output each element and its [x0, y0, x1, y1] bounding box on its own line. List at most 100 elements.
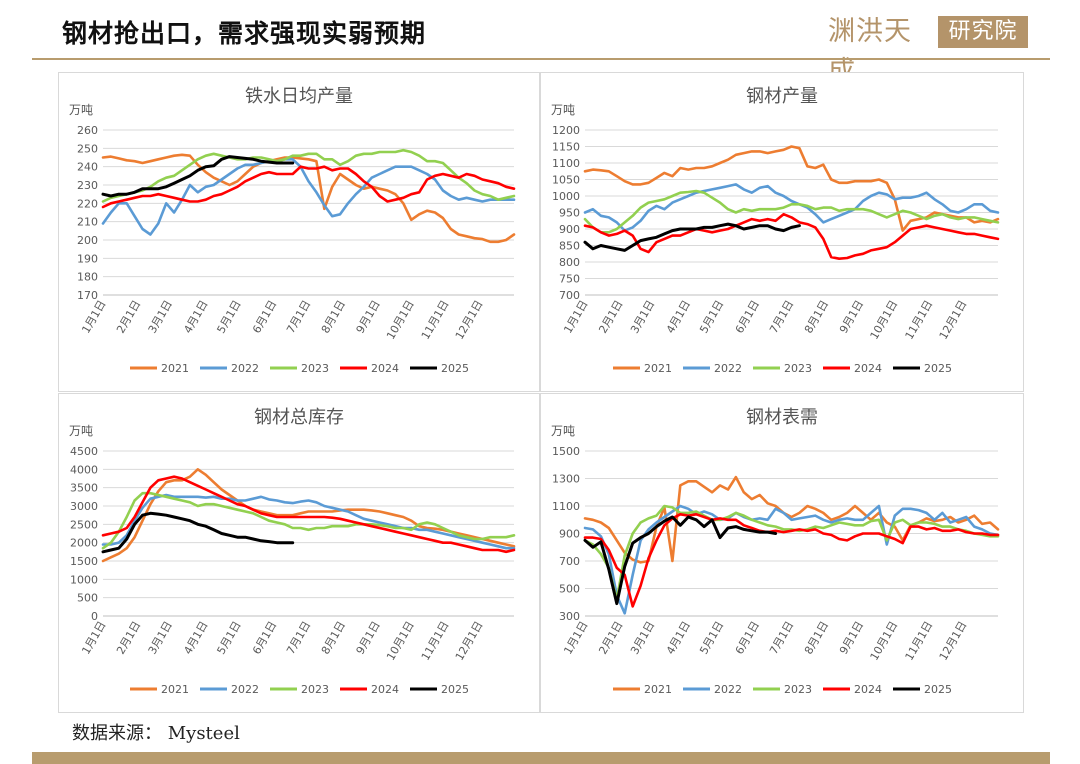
- chart-1-x-tick-label: 4月1日: [664, 298, 693, 336]
- chart-1-series-2023: [583, 189, 1000, 234]
- chart-3-x-tick-label: 10月1日: [868, 619, 901, 663]
- chart-panel-steel-output: 钢材产量 万吨 700 750 800 850 900 950 1000 1050 1100 1150…: [540, 72, 1024, 392]
- chart-1-series-2024: [583, 212, 1000, 260]
- chart-3-series-2021: [583, 475, 1000, 564]
- chart-2-x-tick-label: 5月1日: [214, 619, 243, 657]
- chart-1-series-2022: [583, 183, 1000, 232]
- chart-0-y-tick-label: 210: [77, 216, 98, 229]
- chart-1-legend-label-2025: 2025: [924, 362, 952, 375]
- chart-1-x-tick-label: 9月1日: [837, 298, 866, 336]
- chart-0-y-tick-label: 170: [77, 289, 98, 302]
- chart-2-legend-label-2024: 2024: [371, 683, 399, 696]
- chart-2-x-tick-label: 9月1日: [354, 619, 383, 657]
- chart-2-legend-label-2021: 2021: [161, 683, 189, 696]
- chart-3-x-tick-label: 11月1日: [903, 619, 936, 663]
- chart-1-series-2025: [583, 222, 801, 252]
- chart-2-legend-label-2022: 2022: [231, 683, 259, 696]
- chart-1-x-tick-label: 11月1日: [903, 298, 936, 342]
- chart-2-x-tick-label: 10月1日: [384, 619, 417, 663]
- chart-0-x-tick-label: 1月1日: [79, 298, 108, 336]
- chart-3-title: 钢材表需: [746, 407, 818, 428]
- logo-suffix: 研究院: [938, 16, 1028, 48]
- chart-0-x-tick-label: 4月1日: [181, 298, 210, 336]
- chart-0-legend-label-2023: 2023: [301, 362, 329, 375]
- chart-0-series-2022: [101, 158, 516, 236]
- chart-3-y-tick-label: 500: [559, 583, 580, 596]
- chart-0-x-tick-label: 6月1日: [250, 298, 279, 336]
- chart-1-x-tick-label: 10月1日: [868, 298, 901, 342]
- chart-2-x-tick-label: 8月1日: [319, 619, 348, 657]
- chart-0-legend-label-2021: 2021: [161, 362, 189, 375]
- chart-1-x-tick-label: 12月1日: [937, 298, 970, 342]
- chart-3-legend-label-2024: 2024: [854, 683, 882, 696]
- chart-3-series-2025: [583, 515, 778, 606]
- chart-2-y-tick-label: 3000: [70, 500, 98, 513]
- chart-1-x-tick-label: 3月1日: [628, 298, 657, 336]
- footer-bar: [32, 752, 1050, 764]
- chart-3-unit-label: 万吨: [551, 424, 575, 438]
- chart-3-legend-label-2022: 2022: [714, 683, 742, 696]
- chart-2-y-tick-label: 2500: [70, 518, 98, 531]
- chart-3-x-tick-label: 4月1日: [664, 619, 693, 657]
- chart-1-x-tick-label: 1月1日: [561, 298, 590, 336]
- chart-0-y-tick-label: 260: [77, 124, 98, 137]
- data-source-note: 数据来源： Mysteel: [72, 723, 240, 744]
- chart-1-y-tick-label: 1150: [552, 141, 580, 154]
- chart-3-x-tick-label: 8月1日: [802, 619, 831, 657]
- chart-1-legend-label-2021: 2021: [644, 362, 672, 375]
- chart-1-y-tick-label: 800: [559, 256, 580, 269]
- chart-0-y-tick-label: 200: [77, 234, 98, 247]
- chart-1-y-tick-label: 700: [559, 289, 580, 302]
- chart-1-y-tick-label: 1100: [552, 157, 580, 170]
- chart-3-y-tick-label: 1500: [552, 445, 580, 458]
- chart-2-y-tick-label: 500: [77, 592, 98, 605]
- chart-2-unit-label: 万吨: [69, 424, 93, 438]
- chart-3-y-tick-label: 700: [559, 555, 580, 568]
- chart-0-x-tick-label: 8月1日: [319, 298, 348, 336]
- chart-2-y-tick-label: 3500: [70, 482, 98, 495]
- chart-2-x-tick-label: 1月1日: [79, 619, 108, 657]
- chart-2-x-tick-label: 4月1日: [181, 619, 210, 657]
- chart-1-legend-label-2022: 2022: [714, 362, 742, 375]
- chart-2-y-tick-label: 4500: [70, 445, 98, 458]
- chart-3-x-tick-label: 6月1日: [733, 619, 762, 657]
- chart-0-y-tick-label: 180: [77, 271, 98, 284]
- page-title: 钢材抢出口，需求强现实弱预期: [62, 19, 427, 48]
- chart-0-y-tick-label: 230: [77, 179, 98, 192]
- chart-0-legend-label-2022: 2022: [231, 362, 259, 375]
- chart-1-y-tick-label: 1000: [552, 190, 580, 203]
- header-divider: [32, 58, 1050, 60]
- chart-panel-apparent-demand: 钢材表需 万吨 300 500 700 900 1100 1300 1500 1月1日 2月1日 3月…: [540, 393, 1024, 713]
- chart-3-y-tick-label: 1300: [552, 473, 580, 486]
- chart-0-unit-label: 万吨: [69, 103, 93, 117]
- chart-1-title: 钢材产量: [746, 86, 818, 107]
- chart-2-x-tick-label: 7月1日: [284, 619, 313, 657]
- chart-0-legend-label-2024: 2024: [371, 362, 399, 375]
- chart-1-series-2021: [583, 145, 1000, 232]
- chart-3-y-tick-label: 1100: [552, 500, 580, 513]
- chart-3-x-tick-label: 2月1日: [596, 619, 625, 657]
- chart-1-x-tick-label: 5月1日: [697, 298, 726, 336]
- chart-0-y-tick-label: 190: [77, 252, 98, 265]
- chart-2-y-tick-label: 1500: [70, 555, 98, 568]
- chart-3-x-tick-label: 12月1日: [937, 619, 970, 663]
- chart-2-y-tick-label: 0: [91, 610, 98, 623]
- chart-0-series-2025: [101, 155, 295, 198]
- chart-2-legend-label-2023: 2023: [301, 683, 329, 696]
- chart-0-x-tick-label: 5月1日: [214, 298, 243, 336]
- chart-panel-total-inventory: 钢材总库存 万吨 0 500 1000 1500 2000 2500 3000 3500 4000 4…: [58, 393, 540, 713]
- chart-0-series-2023: [101, 148, 516, 203]
- chart-0-y-tick-label: 240: [77, 161, 98, 174]
- chart-2-y-tick-label: 2000: [70, 537, 98, 550]
- chart-0-legend-label-2025: 2025: [441, 362, 469, 375]
- chart-1-legend-label-2023: 2023: [784, 362, 812, 375]
- chart-1-x-tick-label: 2月1日: [596, 298, 625, 336]
- chart-2-x-tick-label: 6月1日: [250, 619, 279, 657]
- chart-1-unit-label: 万吨: [551, 103, 575, 117]
- chart-2-x-tick-label: 2月1日: [114, 619, 143, 657]
- chart-3-legend-label-2023: 2023: [784, 683, 812, 696]
- chart-3-series-2022: [583, 504, 1000, 615]
